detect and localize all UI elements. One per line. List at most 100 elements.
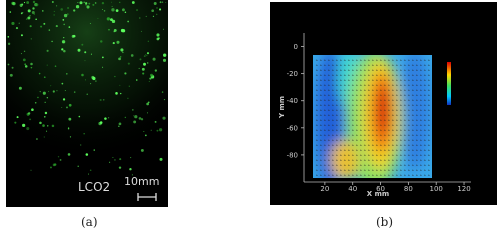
particle (124, 116, 127, 119)
particle (50, 85, 52, 87)
particle (111, 6, 113, 8)
particle (79, 1, 83, 5)
particle (119, 92, 122, 95)
particle (112, 42, 115, 45)
particle (111, 19, 116, 24)
particle (99, 121, 103, 124)
particle (39, 121, 42, 125)
particle (112, 156, 114, 159)
particle (149, 77, 152, 80)
particle (73, 9, 76, 12)
y-tick-label: -20 (287, 70, 298, 78)
particle (24, 65, 28, 68)
particle (116, 40, 120, 44)
particle (7, 36, 10, 38)
particle (146, 62, 149, 64)
particle (119, 56, 122, 58)
particle (33, 13, 35, 15)
particle (46, 125, 49, 127)
particle (54, 65, 57, 67)
particle (77, 48, 81, 52)
particle (152, 15, 155, 18)
particle (16, 116, 19, 119)
colorbar (447, 62, 451, 105)
particle (118, 57, 121, 61)
particle (18, 86, 22, 90)
particle (95, 80, 97, 82)
particle (138, 67, 140, 69)
particle (29, 118, 31, 121)
particle (14, 121, 17, 124)
particle (128, 85, 130, 87)
particle (84, 79, 87, 81)
particle (156, 7, 158, 9)
particle (64, 90, 66, 92)
particle (34, 101, 37, 104)
x-tick-label: 40 (348, 185, 357, 193)
particle (35, 3, 39, 7)
particle (130, 54, 134, 57)
particle (130, 157, 132, 159)
particle (44, 101, 46, 103)
particle (68, 26, 71, 28)
particle (147, 40, 150, 43)
particle (107, 117, 110, 119)
particle (11, 21, 15, 26)
particle (20, 53, 22, 55)
particle (26, 1, 30, 4)
particle (51, 40, 53, 43)
panel-a: LCO2 10mm (a) (6, 0, 168, 229)
particle (44, 111, 48, 115)
particle (59, 159, 62, 161)
particle (108, 28, 110, 31)
particle (93, 149, 95, 151)
particle (111, 8, 115, 12)
particle (132, 109, 134, 111)
particle (26, 126, 30, 131)
particle (150, 73, 154, 77)
particle (62, 19, 65, 21)
particle (97, 18, 99, 19)
y-tick-label: 0 (294, 43, 298, 51)
x-tick-label: 20 (320, 185, 329, 193)
particle (68, 117, 72, 121)
particle (109, 161, 111, 163)
particle (162, 58, 167, 62)
particle (20, 34, 23, 37)
particle (31, 10, 35, 14)
particle (151, 9, 155, 13)
particle (162, 1, 164, 3)
particle (37, 96, 39, 99)
particle (46, 97, 49, 99)
particle (103, 99, 105, 101)
particle (146, 102, 149, 106)
particle (32, 0, 36, 4)
particle (83, 1, 85, 3)
particle (40, 25, 43, 28)
particle (90, 53, 93, 55)
particle (114, 159, 116, 161)
x-tick-label: 100 (430, 185, 443, 193)
particle (81, 43, 84, 46)
particle (131, 1, 135, 4)
particle (85, 4, 87, 6)
figure: LCO2 10mm (a) X mm Y mm (b) 20 40 6 (6, 0, 497, 229)
particle (67, 153, 71, 156)
particle (61, 40, 66, 44)
particle (29, 25, 32, 28)
particle (152, 57, 156, 61)
particle (28, 112, 31, 115)
particle (30, 169, 32, 171)
particle (83, 133, 85, 135)
glow (6, 0, 168, 160)
particle (36, 138, 38, 140)
particle (56, 90, 58, 92)
particle (88, 2, 91, 5)
particle (156, 37, 160, 41)
particle (153, 2, 157, 6)
particle (68, 103, 72, 107)
particle (66, 73, 68, 75)
particle (88, 173, 89, 175)
particle (7, 63, 10, 66)
particle (67, 127, 70, 130)
